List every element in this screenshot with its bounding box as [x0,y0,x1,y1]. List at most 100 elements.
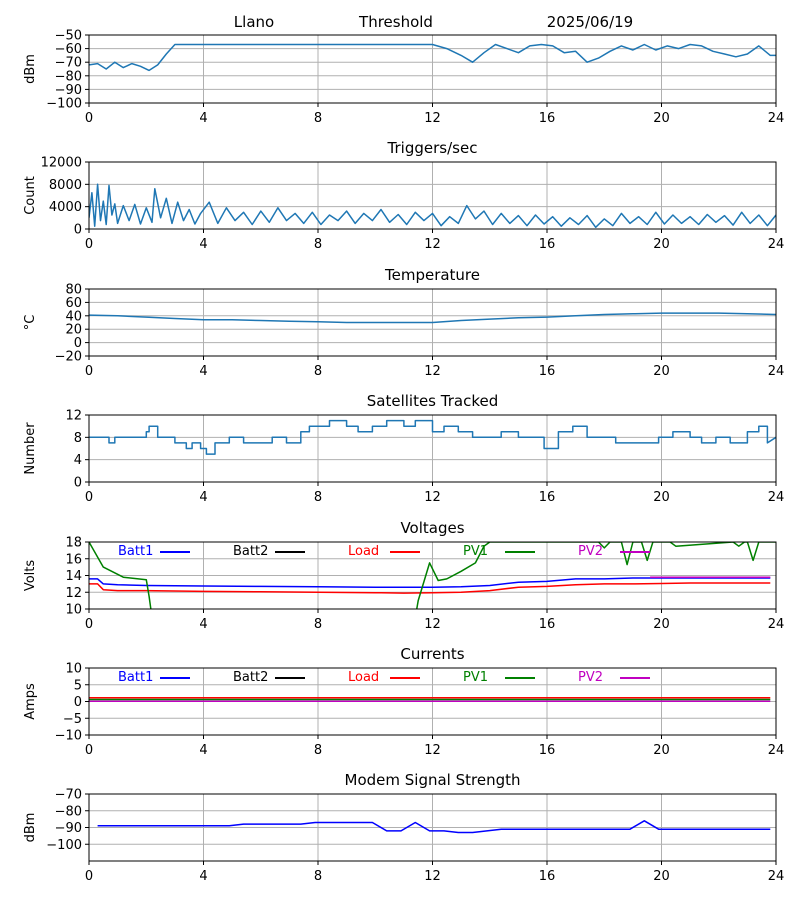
y-tick-label: 10 [65,603,82,618]
y-tick-label: 60 [65,296,82,311]
header-mode: Threshold [358,13,433,31]
x-tick-label: 8 [314,237,322,252]
x-tick-label: 20 [653,617,670,632]
chart-title: Temperature [384,266,480,284]
x-tick-label: 24 [768,490,785,505]
chart-title: Modem Signal Strength [345,771,521,789]
y-tick-label: −80 [55,804,82,819]
x-tick-label: 16 [539,617,556,632]
x-tick-label: 4 [199,364,207,379]
y-tick-label: −10 [55,729,82,744]
y-axis-label: Volts [23,560,38,592]
legend-label-batt1: Batt1 [118,670,153,685]
x-tick-label: 24 [768,869,785,884]
x-tick-label: 16 [539,237,556,252]
y-tick-label: −70 [55,56,82,71]
y-tick-label: 18 [65,536,82,551]
x-tick-label: 8 [314,364,322,379]
panel-satellites: 0 4 8 12 16 20 24 0 4 8 12 Satellites Tracked Number [23,392,784,505]
y-tick-label: −5 [63,712,82,727]
x-tick-label: 12 [424,237,441,252]
header-date: 2025/06/19 [547,13,633,31]
x-tick-label: 4 [199,617,207,632]
y-axis-label: dBm [23,54,38,84]
y-tick-label: 12 [65,409,82,424]
x-tick-label: 8 [314,490,322,505]
x-tick-label: 0 [85,743,93,758]
legend-label-pv2: PV2 [578,544,603,559]
series-line-0 [97,820,771,834]
x-tick-label: 20 [653,743,670,758]
series-line-0 [89,312,776,324]
x-tick-label: 20 [653,237,670,252]
y-tick-label: −50 [55,29,82,44]
x-tick-label: 16 [539,490,556,505]
x-tick-label: 12 [424,111,441,126]
y-axis-label: dBm [23,813,38,843]
y-tick-label: 0 [74,476,82,491]
panel-modem: 0 4 8 12 16 20 24 −100 −90 −80−70 Modem Signal Str… [23,771,784,884]
x-tick-label: 24 [768,364,785,379]
legend-label-pv1: PV1 [463,670,488,685]
y-tick-label: −20 [55,350,82,365]
panel-threshold: 0 4 8 12 16 20 24 −100−90−80−70−60−50 dBm [23,29,784,127]
legend-label-pv1: PV1 [463,544,488,559]
series-line-0 [89,419,776,455]
y-tick-label: 8 [74,431,82,446]
x-tick-label: 16 [539,364,556,379]
y-tick-label: −90 [55,821,82,836]
chart-title: Satellites Tracked [367,392,498,410]
y-tick-label: −70 [55,788,82,803]
legend-label-load: Load [348,670,379,685]
y-tick-label: 0 [74,336,82,351]
x-tick-label: 8 [314,617,322,632]
y-tick-label: −80 [55,69,82,84]
x-tick-label: 8 [314,869,322,884]
legend-label-batt2: Batt2 [233,670,268,685]
y-axis-label: Amps [23,683,38,720]
x-tick-label: 4 [199,869,207,884]
series-line-0 [89,183,776,229]
x-tick-label: 4 [199,237,207,252]
x-tick-label: 0 [85,617,93,632]
series-line-batt1 [89,577,771,588]
x-tick-label: 0 [85,237,93,252]
y-tick-label: 80 [65,283,82,298]
x-tick-label: 20 [653,111,670,126]
y-axis-label: Number [23,422,38,475]
y-tick-label: 16 [65,552,82,567]
x-tick-label: 0 [85,364,93,379]
series-line-load [89,582,771,594]
x-tick-label: 4 [199,743,207,758]
x-tick-label: 20 [653,490,670,505]
y-axis-label: °C [23,315,38,331]
chart-title: Voltages [400,519,464,537]
x-tick-label: 16 [539,743,556,758]
panel-currents: 0 4 8 12 16 20 24 −10 −5 0 510 Currents Amps Batt1 Bat… [23,645,784,758]
header-site: Llano [234,13,274,31]
x-tick-label: 12 [424,869,441,884]
series-line-0 [89,43,776,72]
y-tick-label: 8000 [49,178,82,193]
y-tick-label: 0 [74,223,82,238]
x-tick-label: 8 [314,743,322,758]
x-tick-label: 20 [653,869,670,884]
chart-title: Triggers/sec [387,139,478,157]
x-tick-label: 16 [539,869,556,884]
x-tick-label: 12 [424,490,441,505]
x-tick-label: 0 [85,490,93,505]
x-tick-label: 4 [199,111,207,126]
x-tick-label: 24 [768,617,785,632]
y-tick-label: 12 [65,586,82,601]
legend-label-batt1: Batt1 [118,544,153,559]
y-tick-label: 40 [65,309,82,324]
x-tick-label: 12 [424,743,441,758]
panel-triggers: 0 4 8 12 16 20 24 0 4000 8000 12000 Triggers/sec Cou… [23,139,784,252]
y-tick-label: −60 [55,42,82,57]
y-tick-label: 12000 [41,156,82,171]
y-tick-label: 14 [65,569,82,584]
